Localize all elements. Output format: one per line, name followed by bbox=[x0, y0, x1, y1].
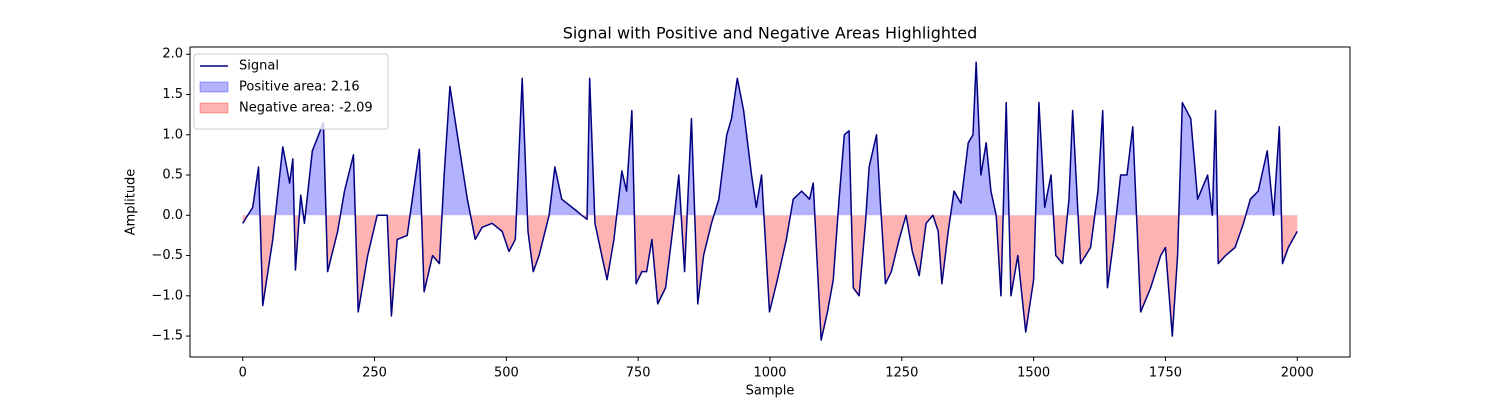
y-axis-label: Amplitude bbox=[124, 169, 139, 236]
x-tick-label: 1250 bbox=[885, 366, 918, 381]
x-tick-label: 2000 bbox=[1281, 366, 1314, 381]
y-tick-label: 2.0 bbox=[162, 47, 183, 62]
y-tick-label: 0.5 bbox=[162, 168, 183, 183]
legend-swatch bbox=[199, 102, 229, 114]
x-tick-label: 750 bbox=[626, 366, 651, 381]
signal-line bbox=[242, 61, 1298, 341]
y-tick-label: 1.0 bbox=[162, 127, 183, 142]
x-tick-label: 500 bbox=[494, 366, 519, 381]
x-tick-label: 0 bbox=[239, 366, 247, 381]
legend-box bbox=[193, 53, 389, 130]
area-fill bbox=[247, 62, 1282, 216]
y-tick-label: −1.0 bbox=[151, 288, 183, 303]
y-tick-label: 0.0 bbox=[162, 208, 183, 223]
x-tick-label: 1750 bbox=[1149, 366, 1182, 381]
x-tick-label: 250 bbox=[362, 366, 387, 381]
x-axis-label: Sample bbox=[746, 384, 795, 399]
area-fill bbox=[242, 215, 1298, 341]
x-tick-label: 1500 bbox=[1017, 366, 1050, 381]
plot-frame bbox=[189, 46, 1351, 358]
x-tick-label: 1000 bbox=[753, 366, 786, 381]
y-tick-label: 1.5 bbox=[162, 87, 183, 102]
legend-swatch bbox=[199, 81, 229, 93]
chart-title: Signal with Positive and Negative Areas … bbox=[563, 24, 978, 43]
y-tick-label: −1.5 bbox=[151, 329, 183, 344]
legend-label: Signal bbox=[239, 59, 279, 74]
legend-label: Positive area: 2.16 bbox=[239, 80, 360, 95]
legend: Signal Positive area: 2.16 Negative area: … bbox=[193, 53, 389, 130]
legend-label: Negative area: -2.09 bbox=[239, 101, 373, 116]
y-tick-label: −0.5 bbox=[151, 248, 183, 263]
